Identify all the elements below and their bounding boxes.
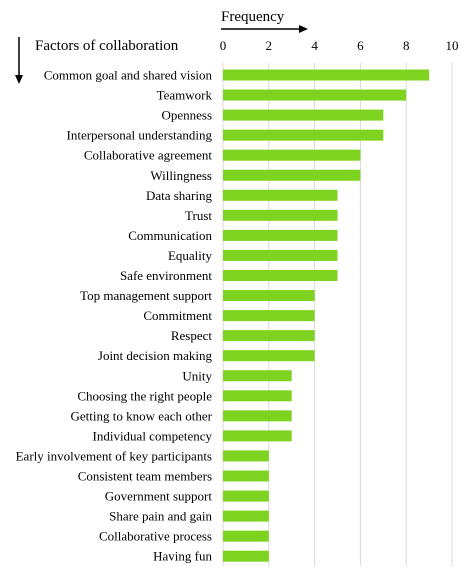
bar (223, 530, 269, 542)
bar (223, 330, 315, 342)
category-label: Common goal and shared vision (44, 68, 213, 83)
category-label: Top management support (80, 288, 212, 303)
category-label: Data sharing (146, 188, 213, 203)
category-label: Respect (171, 328, 213, 343)
x-axis-arrow (221, 25, 308, 33)
bar-layer (223, 69, 430, 562)
category-label: Choosing the right people (77, 388, 212, 403)
category-label: Equality (168, 248, 213, 263)
bar (223, 270, 338, 281)
category-label: Safe environment (120, 268, 212, 283)
category-label: Having fun (153, 549, 212, 564)
bar (223, 310, 315, 322)
category-label: Trust (185, 208, 212, 223)
category-label: Getting to know each other (70, 408, 212, 423)
bar (223, 550, 269, 562)
category-label: Government support (105, 489, 213, 504)
bar (223, 430, 292, 442)
x-axis-title: Frequency (221, 9, 285, 25)
category-label: Unity (182, 368, 212, 383)
category-label: Commitment (143, 308, 212, 323)
x-axis-arrow-head (299, 25, 308, 33)
category-label: Communication (128, 228, 212, 243)
bar (223, 390, 292, 402)
category-label: Joint decision making (98, 348, 213, 363)
bar (223, 510, 269, 522)
category-label: Share pain and gain (109, 509, 212, 524)
y-axis-arrow-head (15, 75, 23, 84)
bar (223, 350, 315, 362)
category-label: Openness (161, 108, 212, 123)
x-tick-label: 2 (266, 38, 273, 53)
bar (223, 490, 269, 502)
bar (223, 290, 315, 302)
bar (223, 109, 384, 121)
bar (223, 450, 269, 462)
bar (223, 69, 430, 81)
category-label: Willingness (150, 168, 212, 183)
x-tick-label: 0 (220, 38, 227, 53)
bar (223, 470, 269, 482)
bar (223, 149, 361, 161)
category-label: Consistent team members (78, 469, 212, 484)
x-tick-label: 4 (311, 38, 318, 53)
bar (223, 370, 292, 382)
category-label: Early involvement of key participants (16, 448, 212, 463)
bar (223, 129, 384, 141)
category-label: Interpersonal understanding (67, 128, 213, 143)
bar (223, 209, 338, 221)
bar (223, 169, 361, 181)
tick-layer: 0 2 4 6 8 10 (220, 38, 459, 53)
x-tick-label: 10 (446, 38, 459, 53)
y-axis-title: Factors of collaboration (35, 38, 179, 54)
bar (223, 410, 292, 422)
bar (223, 229, 338, 241)
y-axis-arrow (15, 37, 23, 84)
x-tick-label: 6 (357, 38, 364, 53)
bar (223, 89, 407, 101)
category-label: Collaborative agreement (84, 148, 213, 163)
category-label: Teamwork (157, 88, 213, 103)
category-label: Individual competency (93, 428, 213, 443)
x-tick-label: 8 (403, 38, 410, 53)
bar (223, 249, 338, 261)
label-layer: Common goal and shared vision Teamwork Ope… (16, 68, 213, 564)
bar (223, 189, 338, 201)
category-label: Collaborative process (99, 529, 212, 544)
